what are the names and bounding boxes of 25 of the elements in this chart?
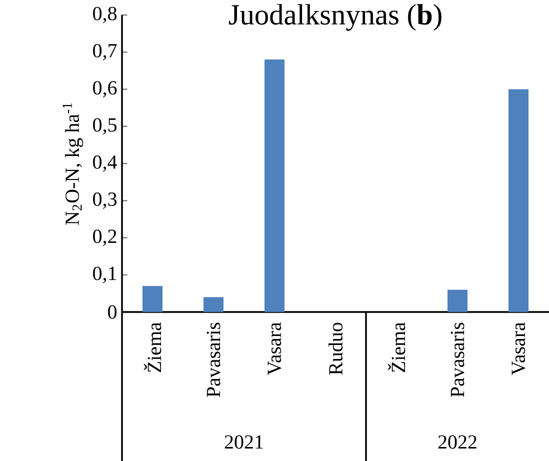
bar [204, 297, 224, 312]
x-tick-label: Vasara [512, 322, 526, 376]
chart-title: Juodalksnynas (b) [228, 4, 442, 31]
text: 2021 [224, 435, 263, 449]
y-tick-label: 0,1 [93, 266, 116, 284]
x-tick-label: Vasara [268, 322, 282, 376]
y-tick-label: 0,8 [93, 6, 117, 24]
bar [447, 290, 468, 312]
x-tick-label: Ruduo [328, 322, 343, 375]
y-tick-label: 0 [108, 305, 117, 319]
bar [508, 89, 528, 312]
y-axis-title: N$_{2}$O-N, kg ha$^{-1}$ [62, 103, 84, 225]
y-tick-label: 0,5 [93, 118, 117, 135]
bar [264, 60, 284, 312]
y-tick-label: 0,3 [93, 192, 117, 209]
x-tick-label: Žiema [144, 322, 162, 372]
x-tick-label: Pavasaris [206, 322, 220, 397]
y-tick-label: 0,4 [93, 155, 117, 172]
x-tick-label: Pavasaris [450, 322, 464, 397]
y-tick-label: 0,6 [93, 81, 117, 98]
y-tick-label: 0,7 [93, 44, 117, 60]
x-tick-label: Žiema [388, 322, 406, 372]
bar [142, 286, 163, 312]
y-tick-label: 0,2 [93, 230, 116, 246]
text: 2022 [438, 435, 476, 449]
